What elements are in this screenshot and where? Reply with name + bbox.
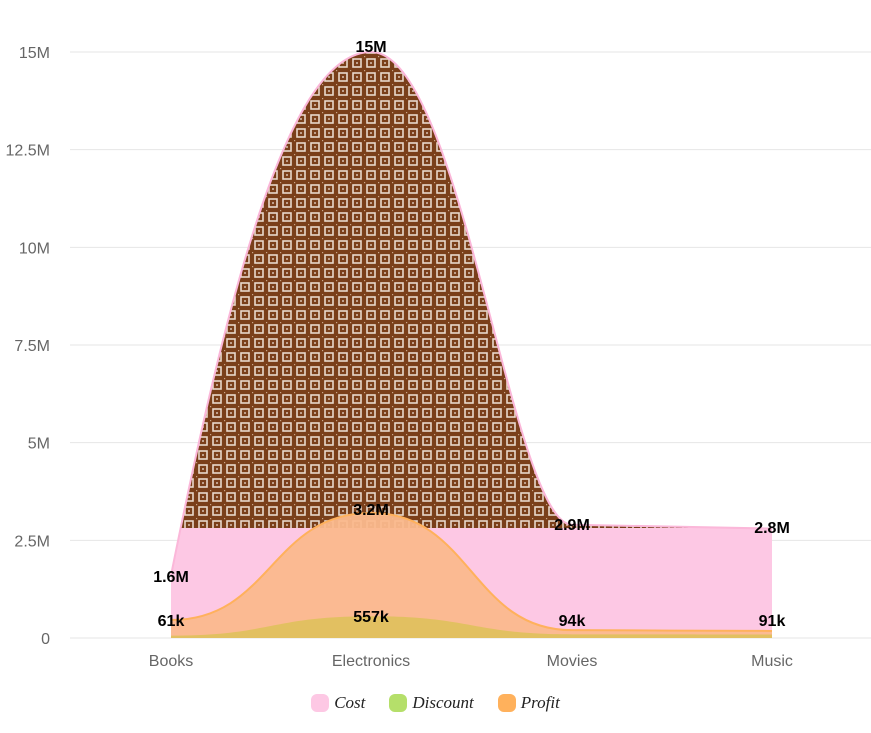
discount-swatch-icon bbox=[389, 694, 408, 712]
data-label: 61k bbox=[158, 613, 185, 630]
data-label: 3.2M bbox=[353, 502, 389, 519]
x-axis: Books Electronics Movies Music bbox=[149, 653, 793, 670]
legend-item-profit[interactable]: Profit bbox=[497, 693, 560, 713]
y-tick-label: 15M bbox=[19, 45, 50, 62]
profit-swatch-icon bbox=[497, 694, 516, 712]
legend-item-discount[interactable]: Discount bbox=[389, 693, 474, 713]
y-tick-label: 0 bbox=[41, 631, 50, 648]
y-axis: 0 2.5M 5M 7.5M 10M 12.5M 15M bbox=[6, 45, 51, 648]
legend-label: Cost bbox=[334, 693, 366, 712]
data-label: 557k bbox=[353, 609, 389, 626]
legend: Cost Discount Profit bbox=[0, 693, 871, 713]
data-label: 2.9M bbox=[554, 517, 590, 534]
legend-item-cost[interactable]: Cost bbox=[311, 693, 365, 713]
data-label: 91k bbox=[759, 613, 786, 630]
data-labels: 1.6M 15M 2.9M 2.8M 3.2M 61k 557k 94k 91k bbox=[153, 39, 790, 630]
data-label: 1.6M bbox=[153, 569, 189, 586]
y-tick-label: 7.5M bbox=[14, 338, 50, 355]
x-tick-label: Music bbox=[751, 653, 793, 670]
legend-label: Profit bbox=[520, 693, 560, 712]
cost-swatch-icon bbox=[311, 694, 330, 712]
discount-area bbox=[171, 616, 772, 638]
profit-area bbox=[171, 512, 772, 638]
data-label: 94k bbox=[559, 613, 586, 630]
data-label: 2.8M bbox=[754, 520, 790, 537]
data-label: 15M bbox=[355, 39, 386, 56]
area-chart: 0 2.5M 5M 7.5M 10M 12.5M 15M Books Electronics M… bbox=[6, 39, 871, 670]
y-tick-label: 10M bbox=[19, 240, 50, 257]
x-tick-label: Books bbox=[149, 653, 193, 670]
legend-label: Discount bbox=[412, 693, 474, 712]
x-tick-label: Electronics bbox=[332, 653, 410, 670]
plot-area bbox=[170, 50, 773, 638]
y-tick-label: 2.5M bbox=[14, 533, 50, 550]
y-tick-label: 5M bbox=[28, 436, 50, 453]
cost-area-pattern bbox=[180, 52, 741, 528]
x-tick-label: Movies bbox=[547, 653, 598, 670]
y-tick-label: 12.5M bbox=[6, 143, 50, 160]
